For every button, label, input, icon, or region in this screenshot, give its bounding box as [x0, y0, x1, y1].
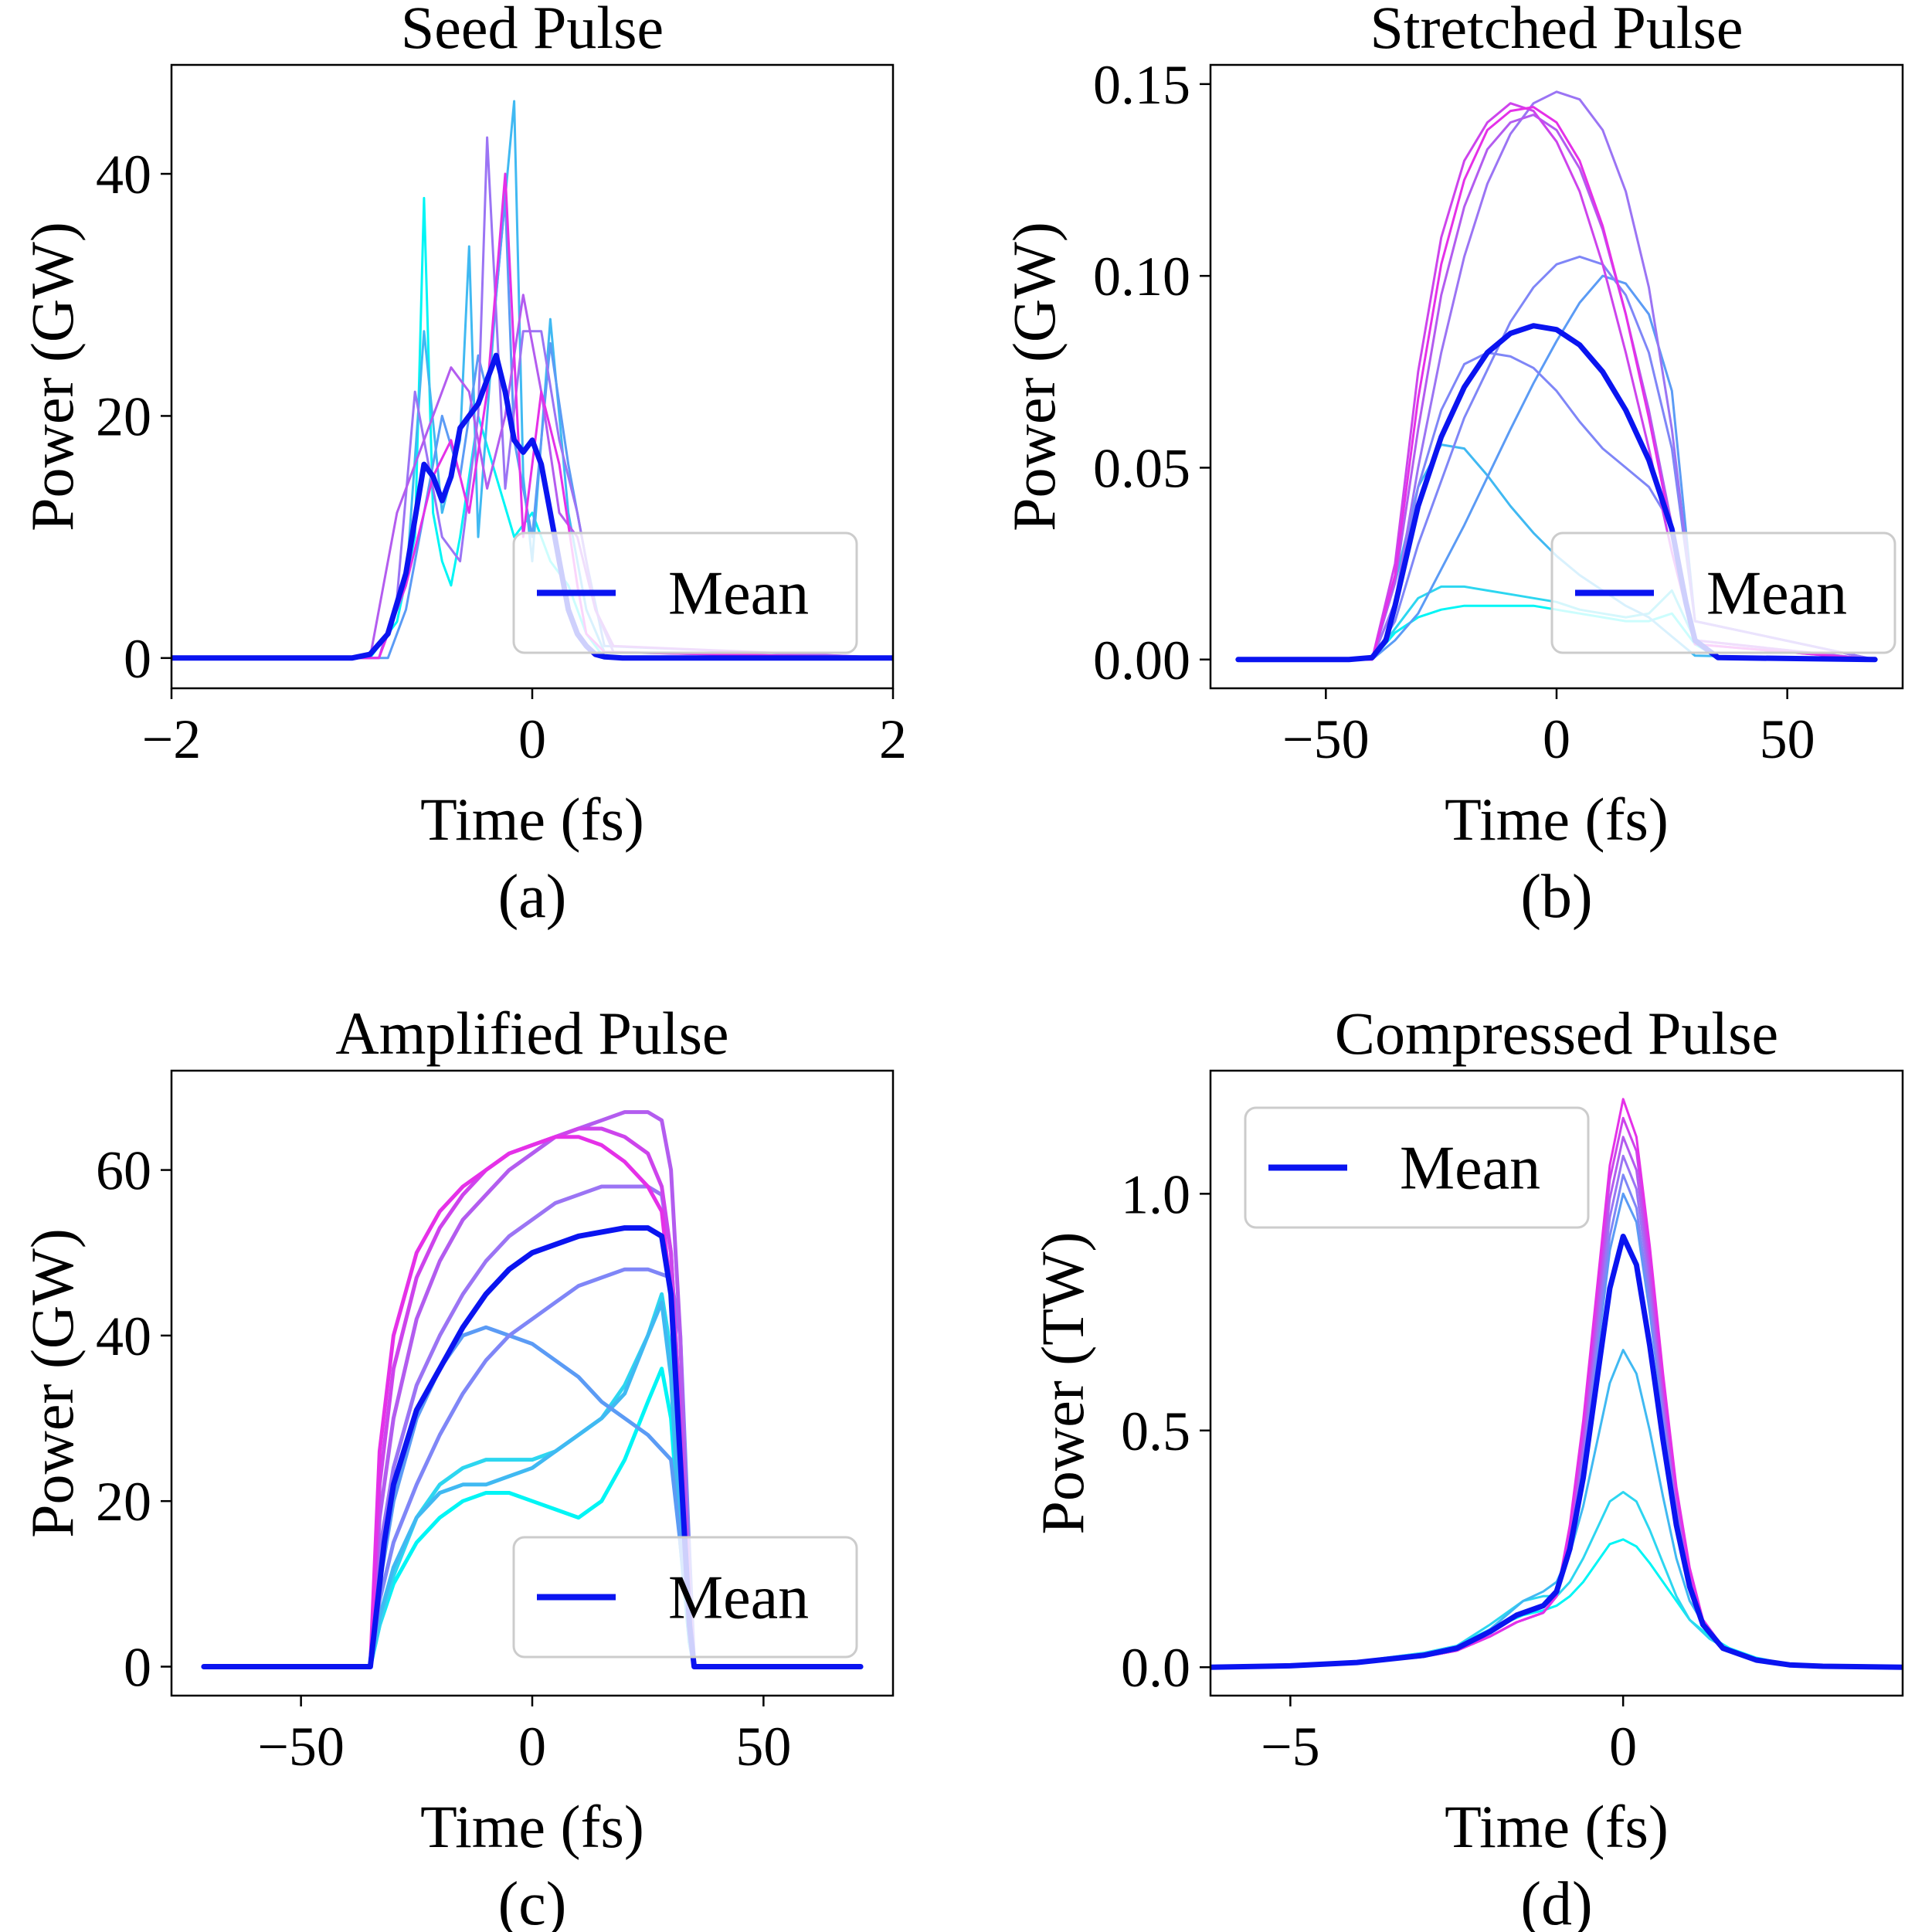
legend: Mean [512, 531, 858, 654]
panel-label: (c) [498, 1870, 567, 1932]
chart-title: Seed Pulse [401, 0, 664, 61]
y-tick-label: 40 [96, 1306, 151, 1367]
sample-line-4 [1238, 274, 1876, 661]
series-lines [1210, 1098, 1903, 1670]
y-axis-label: Power (GW) [19, 222, 86, 531]
sample-line-3 [1210, 1349, 1903, 1669]
sample-line-5 [1238, 351, 1876, 661]
y-axis-label: Power (TW) [1029, 1231, 1096, 1534]
legend: Mean [1244, 1106, 1590, 1229]
sample-line-8 [1238, 114, 1876, 661]
sample-line-3 [203, 1300, 861, 1669]
legend-label: Mean [1706, 560, 1847, 628]
sample-line-1 [1210, 1538, 1903, 1669]
panel-label: (a) [498, 863, 567, 931]
panel-2: −50 0 50 0.00 0.05 0.10 0.15 Stretched Pulse Tim… [1000, 0, 1904, 931]
y-axis-label: Power (GW) [19, 1228, 86, 1538]
x-tick-label: −50 [1282, 708, 1370, 770]
mean-line [201, 1225, 864, 1669]
sample-line-7 [1238, 90, 1876, 661]
y-tick-label: 20 [96, 385, 151, 447]
legend-label: Mean [668, 1564, 809, 1632]
chart-title: Stretched Pulse [1370, 0, 1743, 61]
y-tick-label: 0.15 [1093, 54, 1190, 116]
y-tick-label: 0 [124, 1636, 151, 1698]
x-axis-label: Time (fs) [420, 786, 644, 853]
legend: Mean [512, 1536, 858, 1659]
legend-label: Mean [668, 560, 809, 628]
legend-box [512, 1536, 858, 1659]
x-tick-label: 0 [1609, 1716, 1637, 1778]
series-lines [201, 1110, 864, 1669]
x-tick-label: 0 [1543, 708, 1570, 770]
y-axis-label: Power (GW) [1000, 222, 1068, 531]
plot-frame [1209, 1069, 1904, 1697]
panel-label: (b) [1520, 863, 1592, 931]
x-axis-label: Time (fs) [1445, 786, 1669, 853]
x-tick-label: 50 [1760, 708, 1815, 770]
mean-line [1210, 1234, 1903, 1670]
x-axis-label: Time (fs) [1445, 1793, 1669, 1860]
series-lines [171, 100, 893, 661]
sample-line-6 [1238, 255, 1876, 661]
x-axis-label: Time (fs) [420, 1793, 644, 1860]
legend: Mean [1550, 531, 1896, 654]
panel-4: −5 0 0.0 0.5 1.0 Compressed Pulse Time (fs) (d)… [1029, 1000, 1904, 1932]
y-tick-label: 0.00 [1093, 630, 1190, 691]
x-tick-label: 50 [735, 1716, 791, 1778]
chart-title: Compressed Pulse [1335, 1000, 1778, 1067]
x-tick-label: 0 [518, 1716, 546, 1778]
x-tick-label: −50 [257, 1716, 345, 1778]
y-tick-label: 1.0 [1121, 1163, 1190, 1225]
series-lines [1235, 90, 1878, 663]
y-tick-label: 20 [96, 1471, 151, 1533]
legend-box [1550, 531, 1896, 654]
legend-box [512, 531, 858, 654]
x-tick-label: −2 [142, 708, 202, 770]
legend-box [1244, 1106, 1590, 1229]
y-tick-label: 0.5 [1121, 1401, 1190, 1462]
x-tick-label: −5 [1261, 1716, 1320, 1778]
y-tick-label: 0.10 [1093, 246, 1190, 307]
chart-title: Amplified Pulse [335, 1000, 728, 1067]
y-tick-label: 0.0 [1121, 1637, 1190, 1699]
panel-label: (d) [1520, 1870, 1592, 1932]
y-tick-label: 60 [96, 1140, 151, 1202]
sample-line-10 [1238, 106, 1876, 661]
legend-label: Mean [1400, 1135, 1540, 1203]
y-tick-label: 0.05 [1093, 437, 1190, 499]
y-tick-label: 40 [96, 144, 151, 205]
panel-3: −50 0 50 0 20 40 60 Amplified Pulse Time (fs) (c)… [19, 1000, 895, 1932]
x-tick-label: 0 [518, 708, 546, 770]
y-tick-label: 0 [124, 628, 151, 690]
x-tick-label: 2 [879, 708, 907, 770]
